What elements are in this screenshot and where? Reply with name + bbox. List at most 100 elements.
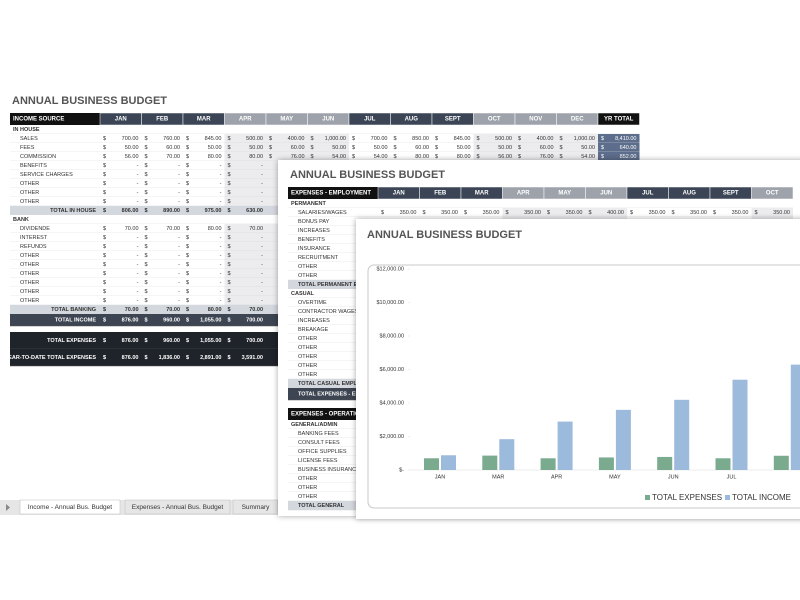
- row-bg: [288, 483, 378, 492]
- cell-value: 400.00: [607, 210, 624, 216]
- currency-symbol: $: [186, 208, 189, 214]
- cell-value: 960.00: [163, 338, 180, 344]
- bar: [674, 399, 690, 470]
- cell-value: 70.00: [166, 154, 180, 160]
- header-label: INCOME SOURCE: [13, 117, 64, 123]
- row-label: OTHER: [298, 354, 317, 360]
- header-cell: [10, 113, 100, 125]
- cell-value: 54.00: [332, 154, 346, 160]
- cell-value: -: [137, 172, 139, 178]
- row-label: FEES: [20, 145, 35, 151]
- month-header: FEB: [434, 191, 447, 197]
- cell-bg: [266, 143, 308, 152]
- currency-symbol: $: [228, 355, 231, 361]
- currency-symbol: $: [103, 172, 106, 178]
- cell-value: 640.00: [620, 145, 637, 151]
- sheet-tab[interactable]: [19, 499, 121, 515]
- cell-value: -: [178, 253, 180, 259]
- bar: [441, 455, 456, 470]
- cell-value: 2,891.00: [200, 355, 221, 361]
- row-label: INCREASES: [298, 318, 330, 324]
- cell-value: 50.00: [581, 145, 595, 151]
- currency-symbol: $: [228, 280, 231, 286]
- y-tick-label: $6,000.00: [380, 367, 404, 373]
- currency-symbol: $: [311, 145, 314, 151]
- row-label: OTHER: [20, 190, 39, 196]
- row-bg: [288, 474, 378, 483]
- currency-symbol: $: [145, 226, 148, 232]
- section-name: IN HOUSE: [13, 127, 40, 133]
- legend-label: TOTAL INCOME: [732, 493, 791, 502]
- cell-value: -: [137, 298, 139, 304]
- currency-symbol: $: [103, 355, 106, 361]
- currency-symbol: $: [269, 136, 272, 142]
- row-label: OTHER: [298, 363, 317, 369]
- currency-symbol: $: [394, 154, 397, 160]
- row-label: RECRUITMENT: [298, 255, 339, 261]
- header-cell: [288, 408, 378, 420]
- cell-value: 400.00: [288, 136, 305, 142]
- currency-symbol: $: [423, 210, 426, 216]
- month-header: JUN: [322, 117, 334, 123]
- currency-symbol: $: [394, 145, 397, 151]
- cell-value: -: [178, 271, 180, 277]
- cell-value: -: [220, 280, 222, 286]
- cell-value: 960.00: [163, 317, 180, 323]
- currency-symbol: $: [464, 210, 467, 216]
- month-header: JUL: [642, 191, 654, 197]
- cell-value: -: [178, 172, 180, 178]
- x-tick-label: JAN: [435, 474, 445, 480]
- cell-bg: [224, 197, 266, 206]
- currency-symbol: $: [186, 271, 189, 277]
- cell-value: 50.00: [332, 145, 346, 151]
- currency-symbol: $: [311, 154, 314, 160]
- row-bg: [288, 199, 793, 208]
- cell-bg: [598, 134, 640, 143]
- row-bg: [288, 456, 378, 465]
- bar: [540, 458, 556, 470]
- currency-symbol: $: [228, 338, 231, 344]
- row-bg: [288, 429, 378, 438]
- currency-symbol: $: [352, 145, 355, 151]
- currency-symbol: $: [630, 210, 633, 216]
- month-header: FEB: [156, 117, 169, 123]
- cell-bg: [598, 143, 640, 152]
- currency-symbol: $: [186, 280, 189, 286]
- sheet-tab[interactable]: [124, 499, 231, 515]
- currency-symbol: $: [186, 163, 189, 169]
- cell-value: 80.00: [208, 226, 222, 232]
- bar: [499, 439, 515, 470]
- cell-value: -: [261, 298, 263, 304]
- currency-symbol: $: [228, 154, 231, 160]
- cell-value: -: [137, 262, 139, 268]
- cell-bg: [473, 152, 515, 161]
- currency-symbol: $: [560, 145, 563, 151]
- sheet-tab-label[interactable]: Income - Annual Bus. Budget: [28, 504, 112, 511]
- month-header: SEPT: [445, 117, 461, 123]
- currency-symbol: $: [145, 145, 148, 151]
- sheet-tab-label[interactable]: Expenses - Annual Bus. Budget: [132, 504, 224, 511]
- currency-symbol: $: [228, 289, 231, 295]
- currency-symbol: $: [103, 190, 106, 196]
- sheet-tab-label[interactable]: Summary: [242, 504, 271, 511]
- cell-value: 700.00: [246, 338, 263, 344]
- currency-symbol: $: [352, 136, 355, 142]
- tab-scroll-arrow[interactable]: [6, 504, 10, 511]
- month-header: MAR: [475, 191, 489, 197]
- currency-symbol: $: [228, 163, 231, 169]
- cell-bg: [224, 188, 266, 197]
- cell-value: 80.00: [457, 154, 471, 160]
- row-bg: [288, 420, 378, 429]
- currency-symbol: $: [601, 136, 604, 142]
- bar: [598, 457, 614, 470]
- row-label: SALES: [20, 136, 38, 142]
- bar: [657, 456, 673, 470]
- row-label: BREAKAGE: [298, 327, 329, 333]
- currency-symbol: $: [394, 136, 397, 142]
- cell-value: 700.00: [122, 136, 139, 142]
- currency-symbol: $: [103, 208, 106, 214]
- row-bg: [10, 125, 640, 134]
- currency-symbol: $: [145, 280, 148, 286]
- currency-symbol: $: [145, 317, 148, 323]
- cell-bg: [598, 152, 640, 161]
